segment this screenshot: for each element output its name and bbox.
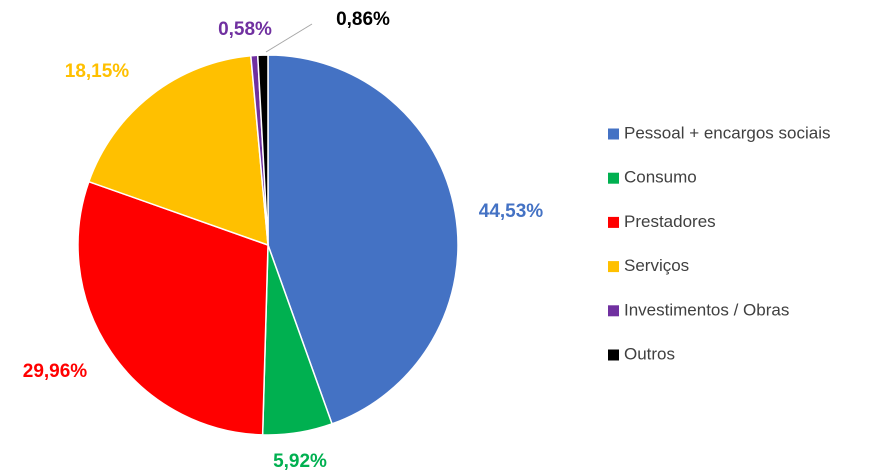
pie-slice bbox=[87, 54, 269, 247]
legend-swatch bbox=[608, 216, 619, 228]
data-label: 18,15% bbox=[65, 61, 130, 82]
legend-swatch bbox=[608, 305, 619, 317]
legend-swatch bbox=[608, 349, 619, 361]
data-label: 44,53% bbox=[479, 201, 544, 222]
data-label: 0,86% bbox=[336, 9, 390, 30]
legend-label: Consumo bbox=[624, 168, 697, 187]
data-label: 5,92% bbox=[273, 451, 327, 472]
legend-label: Serviços bbox=[624, 256, 689, 275]
legend-swatch bbox=[608, 172, 619, 184]
data-label: 29,96% bbox=[23, 361, 88, 382]
legend-label: Prestadores bbox=[624, 212, 716, 231]
data-label: 0,58% bbox=[218, 19, 272, 40]
legend-label: Investimentos / Obras bbox=[624, 300, 789, 319]
legend-swatch bbox=[608, 128, 619, 140]
pie-slice bbox=[267, 54, 459, 425]
legend-swatch bbox=[608, 261, 619, 273]
legend-label: Outros bbox=[624, 344, 675, 363]
pie-slice bbox=[77, 180, 269, 436]
pie-slice bbox=[256, 54, 269, 246]
legend-label: Pessoal + encargos sociais bbox=[624, 123, 830, 142]
leader-line bbox=[265, 23, 313, 53]
